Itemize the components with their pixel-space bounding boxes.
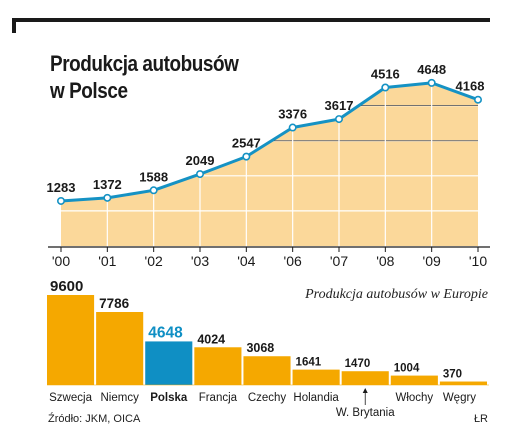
data-point	[381, 83, 390, 92]
bar	[96, 312, 144, 385]
category-pointer-arrow	[362, 388, 368, 393]
data-point	[149, 186, 158, 195]
data-label: 3617	[325, 98, 354, 113]
x-tick-label: '07	[330, 253, 348, 269]
category-label: Francja	[199, 392, 238, 404]
chart-title-line1: Produkcja autobusów	[50, 51, 239, 76]
frame-corner-line	[12, 18, 490, 33]
data-label: 2049	[186, 153, 215, 168]
bar-value-label: 1470	[345, 358, 371, 370]
data-point	[334, 115, 343, 124]
x-tick-label: '06	[284, 253, 302, 269]
category-label: Holandia	[293, 392, 339, 404]
bar	[145, 341, 193, 385]
area-fill	[61, 82, 478, 247]
x-tick-label: '02	[145, 253, 163, 269]
x-tick-label: '08	[376, 253, 394, 269]
data-point	[56, 196, 65, 205]
data-label: 1372	[93, 177, 122, 192]
x-tick-label: '09	[423, 253, 441, 269]
bar	[390, 375, 438, 385]
data-label: 3376	[278, 107, 307, 122]
x-tick-label: '01	[98, 253, 116, 269]
bar-value-label: 4024	[197, 332, 225, 346]
bar-value-label: 3068	[246, 341, 274, 355]
europe-chart-subtitle: Produkcja autobusów w Europie	[305, 287, 488, 302]
bar-value-label: 1004	[394, 363, 420, 375]
bar-value-label: 7786	[99, 296, 130, 311]
data-label: 1283	[47, 180, 76, 195]
data-point	[103, 193, 112, 202]
data-point	[288, 123, 297, 132]
x-tick-label: '10	[469, 253, 487, 269]
data-label: 4648	[417, 62, 446, 77]
bar	[341, 371, 389, 385]
chart-title: Produkcja autobusów w Polsce	[50, 50, 256, 104]
x-tick-label: '04	[237, 253, 255, 269]
bar	[47, 295, 95, 385]
bar-value-label: 1641	[296, 357, 322, 369]
data-label: 4168	[456, 79, 485, 94]
data-point	[196, 170, 205, 179]
bar-value-label: 4648	[148, 324, 183, 341]
category-label: W. Brytania	[336, 407, 395, 419]
data-label: 1588	[139, 169, 168, 184]
data-label: 2547	[232, 136, 261, 151]
category-label: Szwecja	[49, 392, 92, 404]
bar-value-label: 9600	[50, 278, 83, 295]
category-label: Niemcy	[100, 392, 139, 404]
bar	[243, 356, 291, 385]
data-label: 4516	[371, 67, 400, 82]
data-point	[427, 78, 436, 87]
bar	[439, 381, 487, 385]
chart-title-line2: w Polsce	[50, 78, 128, 103]
source-note: Źródło: JKM, OICA	[48, 413, 141, 425]
x-tick-label: '03	[191, 253, 209, 269]
x-tick-label: '00	[52, 253, 70, 269]
bar	[194, 347, 242, 385]
author-credit: ŁR	[473, 413, 488, 425]
data-point	[242, 152, 251, 161]
category-label: Węgry	[443, 392, 476, 404]
bar	[292, 369, 340, 385]
category-label: Włochy	[395, 392, 433, 404]
data-point	[473, 95, 482, 104]
category-label: Czechy	[248, 392, 287, 404]
bar-value-label: 370	[443, 369, 462, 381]
category-label: Polska	[150, 392, 188, 404]
series-line	[60, 81, 479, 203]
